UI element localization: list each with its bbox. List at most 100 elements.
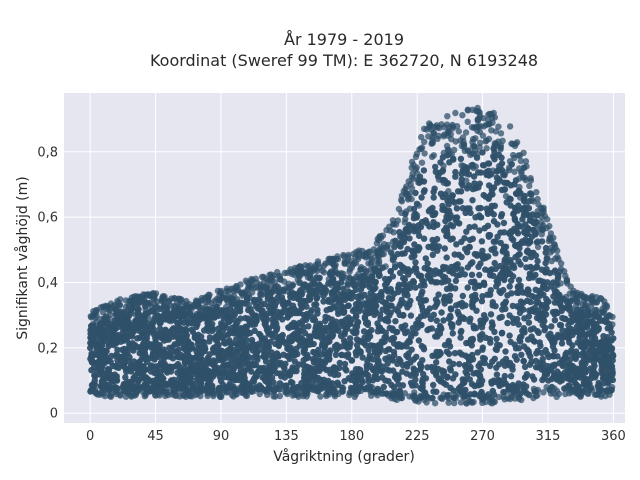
scatter-point — [538, 301, 546, 309]
scatter-point — [585, 356, 593, 363]
scatter-point — [94, 343, 101, 350]
scatter-point — [153, 298, 161, 305]
scatter-point — [472, 163, 479, 170]
scatter-point — [142, 300, 149, 307]
scatter-point — [551, 311, 558, 318]
scatter-point — [322, 260, 329, 267]
scatter-point — [606, 362, 613, 369]
scatter-point — [155, 342, 162, 350]
scatter-point — [444, 295, 452, 302]
scatter-point — [522, 176, 529, 184]
scatter-point — [268, 374, 276, 381]
scatter-point — [507, 277, 515, 284]
scatter-point — [271, 385, 278, 392]
scatter-point — [469, 298, 477, 306]
scatter-point — [348, 295, 355, 302]
scatter-point — [301, 370, 308, 378]
scatter-point — [200, 385, 208, 392]
scatter-point — [605, 376, 612, 383]
scatter-point — [310, 370, 317, 377]
scatter-point — [263, 275, 270, 282]
scatter-point — [445, 188, 452, 195]
scatter-point — [530, 325, 537, 332]
scatter-point — [606, 312, 614, 320]
scatter-point — [574, 311, 581, 318]
scatter-point — [472, 214, 479, 221]
scatter-point — [458, 162, 465, 169]
scatter-point — [188, 341, 195, 348]
scatter-point — [439, 168, 446, 175]
scatter-point — [379, 390, 386, 397]
scatter-point — [492, 378, 499, 386]
scatter-point — [530, 337, 537, 344]
scatter-point — [298, 304, 305, 312]
scatter-point — [452, 138, 459, 145]
scatter-point — [446, 343, 454, 350]
scatter-point — [305, 323, 312, 330]
scatter-point — [475, 362, 482, 370]
scatter-point — [89, 333, 96, 340]
scatter-point — [525, 347, 532, 355]
scatter-point — [409, 247, 416, 254]
scatter-point — [480, 312, 488, 319]
scatter-point — [433, 348, 440, 356]
scatter-point — [140, 363, 147, 370]
scatter-point — [598, 358, 605, 365]
scatter-point — [451, 399, 458, 407]
scatter-point — [321, 359, 329, 367]
scatter-point — [371, 311, 378, 318]
scatter-point — [315, 386, 323, 393]
scatter-point — [223, 385, 230, 392]
scatter-point — [213, 342, 221, 349]
scatter-point — [150, 290, 157, 297]
scatter-point — [535, 201, 542, 208]
scatter-point — [241, 379, 248, 386]
scatter-point — [544, 254, 551, 261]
scatter-point — [522, 158, 530, 165]
scatter-point — [221, 363, 228, 370]
scatter-point — [173, 348, 180, 356]
scatter-point — [465, 182, 473, 189]
scatter-point — [181, 391, 188, 399]
scatter-point — [589, 346, 597, 353]
scatter-point — [500, 219, 508, 227]
scatter-point — [479, 377, 486, 384]
scatter-point — [538, 266, 546, 273]
scatter-point — [421, 138, 428, 145]
scatter-point — [221, 292, 228, 299]
scatter-point — [299, 285, 306, 293]
x-tick-label: 225 — [405, 429, 430, 444]
scatter-point — [363, 301, 370, 308]
scatter-point — [222, 303, 230, 311]
scatter-point — [275, 353, 282, 360]
scatter-point — [413, 150, 421, 157]
scatter-point — [516, 309, 524, 317]
scatter-point — [412, 284, 419, 291]
scatter-point — [600, 333, 607, 340]
scatter-point — [89, 386, 97, 394]
scatter-point — [431, 400, 439, 407]
scatter-point — [551, 286, 558, 294]
scatter-point — [403, 363, 411, 370]
scatter-point — [112, 340, 120, 347]
scatter-point — [139, 388, 147, 396]
scatter-point — [420, 297, 427, 304]
scatter-point — [496, 314, 503, 321]
scatter-point — [340, 285, 347, 292]
scatter-point — [106, 392, 114, 400]
scatter-point — [477, 139, 484, 146]
scatter-point — [417, 313, 425, 320]
scatter-point — [256, 390, 263, 398]
scatter-point — [453, 272, 461, 279]
scatter-point — [402, 322, 409, 329]
scatter-point — [361, 313, 369, 321]
scatter-point — [362, 268, 369, 276]
scatter-point — [534, 238, 542, 245]
scatter-point — [424, 307, 431, 315]
scatter-point — [469, 259, 476, 266]
scatter-point — [454, 188, 462, 195]
scatter-point — [276, 361, 284, 368]
scatter-point — [464, 284, 471, 291]
scatter-point — [151, 388, 158, 395]
scatter-point — [390, 389, 397, 396]
